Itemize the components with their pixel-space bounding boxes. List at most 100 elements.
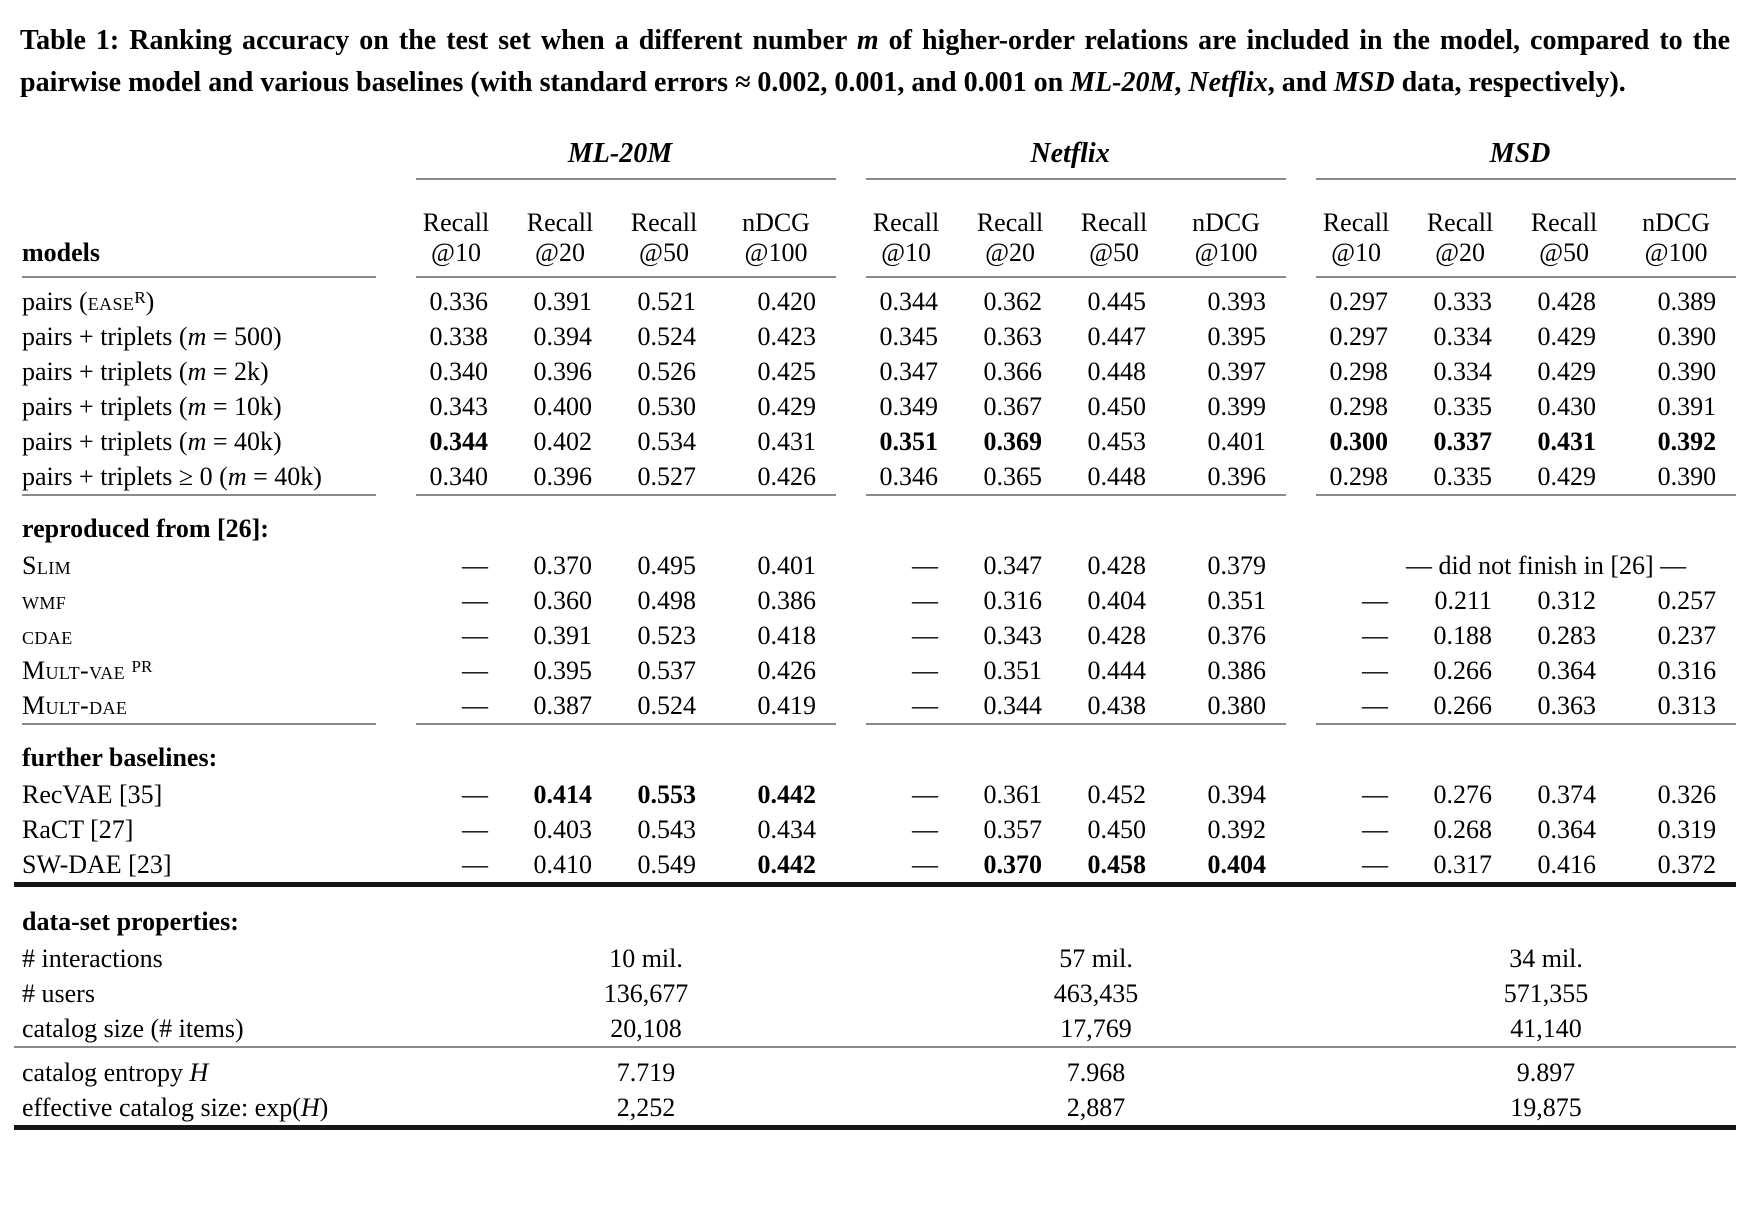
text-run: effective catalog size: exp( [22,1092,301,1122]
value-cell: 0.423 [757,321,817,351]
value-cell: 0.343 [983,620,1043,650]
text-run: m [856,25,879,56]
row-label: RecVAE [35] [14,777,404,812]
value-cell: 0.392 [1657,426,1717,456]
value-cell: 0.379 [1207,550,1267,580]
text-run: ) [145,286,155,316]
value-cell: 0.364 [1537,655,1597,685]
value-cell: 34 mil. [1509,943,1583,973]
text-run: ease [87,286,135,316]
value-cell: — [462,814,488,844]
text-run: pairs ( [22,286,88,316]
text-run: Table 1: Ranking accuracy on the test se… [20,25,857,56]
group-rule-msd [1304,178,1737,186]
value-cell: 0.387 [533,690,593,720]
value-cell: 0.396 [1207,461,1267,491]
value-cell: — [1362,585,1389,615]
table-row: pairs + triplets (m = 40k) 0.344 0.402 0.53… [14,424,1736,459]
value-cell: 0.402 [533,426,593,456]
value-cell: — [912,849,939,879]
text-run: pairs + triplets ≥ 0 ( [22,461,228,491]
value-cell: 0.397 [1207,356,1267,386]
text-run: data, respectively). [1394,67,1626,98]
col-header-ndcg100: nDCG @100 [742,208,810,267]
group-underline-row [14,178,1737,186]
value-cell: 0.347 [879,356,939,386]
row-label: SW-DAE [23] [14,847,404,882]
header-rule-ml20m [404,276,837,284]
value-cell: — [462,779,488,809]
value-cell: 0.537 [637,655,697,685]
text-run: # users [22,978,95,1008]
row-label: Mult-dae [14,688,404,723]
value-cell: 0.268 [1433,814,1493,844]
value-cell: 0.410 [533,849,593,879]
row-label: catalog entropy H [14,1055,404,1090]
value-cell: 0.283 [1537,620,1597,650]
value-cell: 0.334 [1433,321,1493,351]
text-run: further baselines: [22,742,218,772]
value-cell: 0.452 [1087,779,1147,809]
value-cell: — [1362,849,1389,879]
value-cell: 0.363 [1537,690,1597,720]
value-cell: 0.393 [1207,286,1267,316]
value-cell: 0.374 [1537,779,1597,809]
col-header-recall20: Recall @20 [526,208,594,267]
value-cell: 0.395 [533,655,593,685]
text-run: data-set properties: [22,906,239,936]
value-cell: 0.369 [983,426,1043,456]
value-cell: — [1362,779,1389,809]
value-cell: 0.237 [1657,620,1717,650]
value-cell: 0.549 [637,849,697,879]
value-cell: — [912,814,939,844]
group-rule-ml20m [404,178,837,186]
text-run: catalog size (# items) [22,1013,244,1043]
row-label: # users [14,976,404,1011]
value-cell: 0.442 [757,779,817,809]
value-cell: 0.298 [1329,391,1389,421]
value-cell: — [1362,655,1389,685]
value-cell: 0.211 [1434,585,1493,615]
value-cell: 0.365 [983,461,1043,491]
col-header-ndcg100: nDCG @100 [1192,208,1260,267]
value-cell: 0.448 [1087,356,1147,386]
value-cell: 0.335 [1433,461,1493,491]
models-rule [14,276,404,284]
section-rule-row [14,494,1737,502]
text-run: m [187,321,207,351]
header-rule-msd [1304,276,1737,284]
value-cell: 0.349 [879,391,939,421]
value-cell: 0.297 [1329,321,1389,351]
value-cell: 0.395 [1207,321,1267,351]
text-run: ML-20M [1070,67,1175,98]
table-row: RecVAE [35] — 0.414 0.553 0.442 — 0.361 0.452 0.… [14,777,1736,812]
table-row: cdae — 0.391 0.523 0.418 — 0.343 0.428 0.376 — 0.1… [14,618,1736,653]
value-cell: 0.428 [1087,550,1147,580]
value-cell: — [462,690,488,720]
value-cell: 57 mil. [1059,943,1133,973]
table-row: Mult-vae PR — 0.395 0.537 0.426 — 0.351 0.444 0.… [14,653,1736,688]
value-cell: 0.394 [1207,779,1267,809]
value-cell: 17,769 [1060,1013,1132,1043]
value-cell: 0.418 [757,620,817,650]
row-label: pairs + triplets ≥ 0 (m = 40k) [14,459,404,494]
value-cell: 0.298 [1329,461,1389,491]
row-label: Mult-vae PR [14,653,404,688]
value-cell: 0.390 [1657,356,1717,386]
value-cell: 463,435 [1053,978,1139,1008]
value-cell: 41,140 [1510,1013,1582,1043]
value-cell: 0.453 [1087,426,1147,456]
value-cell: 0.386 [757,585,817,615]
group-header-msd: MSD [1489,138,1551,169]
value-cell: 0.527 [637,461,697,491]
value-cell: 0.426 [757,461,817,491]
table-row: RaCT [27] — 0.403 0.543 0.434 — 0.357 0.450 0.39… [14,812,1736,847]
text-run: cdae [22,620,73,650]
table-row: Slim — 0.370 0.495 0.401 — 0.347 0.428 0.379 — di… [14,548,1736,583]
group-rule-netflix [854,178,1287,186]
text-run: of higher-order relations are included i… [20,25,1730,98]
value-cell: 0.445 [1087,286,1147,316]
text-run: pairs + triplets ( [22,321,188,351]
value-cell: 2,887 [1066,1092,1126,1122]
